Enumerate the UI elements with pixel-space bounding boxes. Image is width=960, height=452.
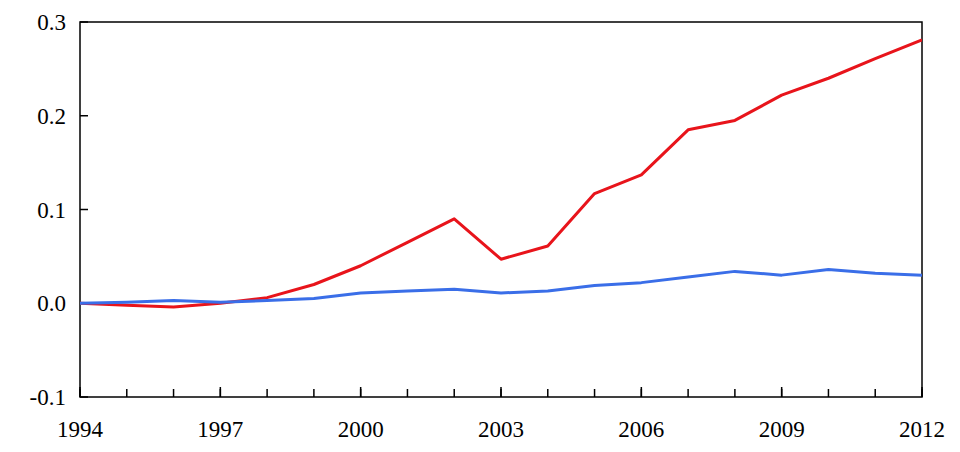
y-tick-label: 0.1: [37, 198, 66, 223]
x-tick: [79, 387, 81, 397]
x-tick: [781, 387, 783, 397]
x-minor-tick: [734, 389, 736, 397]
x-tick: [220, 387, 222, 397]
x-tick-label: 1997: [197, 417, 243, 442]
x-tick-label: 1994: [57, 417, 104, 442]
y-tick-label: 0.2: [37, 104, 66, 129]
y-tick-label: 0.3: [37, 10, 66, 35]
x-tick-label: 2003: [478, 417, 524, 442]
x-tick: [360, 387, 362, 397]
x-minor-tick: [453, 389, 455, 397]
y-tick: [80, 115, 88, 117]
x-minor-tick: [126, 389, 128, 397]
x-minor-tick: [173, 389, 175, 397]
chart: -0.1 0.0 0.1 0.2 0.3 1994 1997 2000 2003 2006 2009…: [0, 0, 960, 452]
y-tick-label: 0.0: [37, 291, 66, 316]
series-group: [80, 40, 922, 307]
x-minor-tick: [407, 389, 409, 397]
x-tick-label: 2012: [899, 417, 945, 442]
y-tick-label: -0.1: [30, 385, 66, 410]
series-line: [80, 40, 922, 307]
x-tick: [500, 387, 502, 397]
y-tick: [80, 209, 88, 211]
x-minor-tick: [828, 389, 830, 397]
x-tick-label: 2009: [759, 417, 805, 442]
x-tick-label: 2006: [618, 417, 664, 442]
x-minor-tick: [547, 389, 549, 397]
x-tick: [921, 387, 923, 397]
x-minor-tick: [266, 389, 268, 397]
x-minor-tick: [874, 389, 876, 397]
y-tick: [80, 396, 88, 398]
x-tick: [641, 387, 643, 397]
x-minor-tick: [594, 389, 596, 397]
x-minor-tick: [313, 389, 315, 397]
y-tick: [80, 21, 88, 23]
series-line: [80, 270, 922, 304]
x-minor-tick: [687, 389, 689, 397]
plot-frame: [80, 22, 922, 397]
x-tick-label: 2000: [338, 417, 384, 442]
